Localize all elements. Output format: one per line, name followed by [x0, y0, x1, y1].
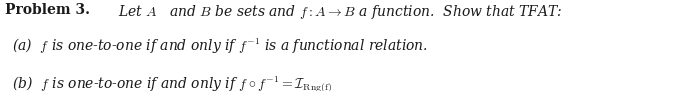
Text: (b)  $f$ is one-to-one if and only if $f \circ f^{-1} = \mathcal{I}_{\rm{Rng}(f): (b) $f$ is one-to-one if and only if $f …: [12, 75, 332, 91]
Text: Let $A$   and $B$ be sets and $f : A \rightarrow B$ a function.  Show that TFAT:: Let $A$ and $B$ be sets and $f : A \righ…: [118, 3, 562, 21]
Text: (a)  $f$ is one-to-one if and only if $f^{-1}$ is a functional relation.: (a) $f$ is one-to-one if and only if $f^…: [12, 36, 428, 55]
Text: Problem 3.: Problem 3.: [5, 3, 90, 17]
